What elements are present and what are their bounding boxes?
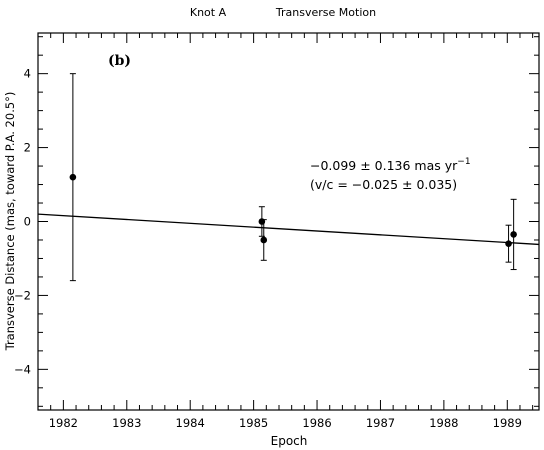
y-tick-label: 2 — [24, 141, 31, 155]
panel-label: (b) — [108, 53, 131, 69]
y-tick-label: −2 — [14, 288, 31, 302]
x-tick-label: 1986 — [302, 416, 331, 430]
chart-title-left: Knot A — [190, 6, 227, 19]
x-tick-labels: 1982 1983 1984 1985 1986 1987 1988 1989 — [49, 416, 522, 430]
y-tick-label: −4 — [14, 362, 31, 376]
y-axis-label: Transverse Distance (mas, toward P.A. 20… — [3, 92, 17, 352]
data-point — [260, 219, 268, 261]
annotation-superscript: −1 — [457, 157, 470, 167]
y-tick-label: 0 — [24, 215, 31, 229]
fit-line — [37, 213, 540, 246]
point-marker — [260, 236, 268, 244]
x-tick-label: 1985 — [239, 416, 268, 430]
data-point — [510, 198, 517, 271]
annotation-rate: −0.099 ± 0.136 mas yr — [310, 158, 458, 173]
axis-ticks — [37, 33, 539, 410]
x-tick-label: 1984 — [176, 416, 205, 430]
point-marker — [69, 173, 77, 181]
x-tick-label: 1983 — [112, 416, 141, 430]
data-point — [505, 224, 512, 263]
x-tick-label: 1989 — [493, 416, 522, 430]
annotation-line-2: (v/c = −0.025 ± 0.035) — [310, 177, 457, 192]
data-points — [69, 73, 517, 282]
annotation-line-1: −0.099 ± 0.136 mas yr−1 — [310, 157, 471, 173]
chart-title-right: Transverse Motion — [275, 6, 376, 19]
x-axis-label: Epoch — [271, 434, 308, 448]
x-tick-label: 1988 — [429, 416, 458, 430]
plot-frame — [37, 32, 540, 411]
y-tick-labels: −4 −2 0 2 4 — [14, 67, 31, 377]
point-marker — [510, 231, 517, 238]
y-tick-label: 4 — [24, 67, 31, 81]
data-point — [69, 73, 77, 282]
x-tick-label: 1982 — [49, 416, 78, 430]
x-tick-label: 1987 — [366, 416, 395, 430]
point-marker — [505, 240, 512, 247]
